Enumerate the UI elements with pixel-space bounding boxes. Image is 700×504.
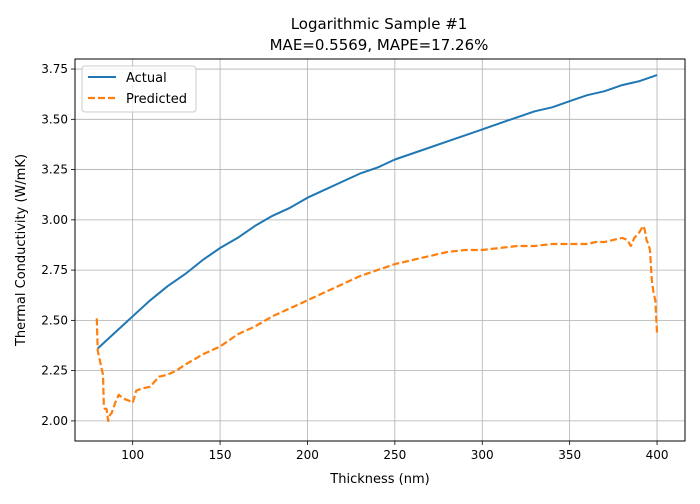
x-tick-label: 300 — [471, 448, 494, 462]
series-line-actual — [97, 74, 658, 350]
x-tick-label: 200 — [296, 448, 319, 462]
x-tick-label: 400 — [646, 448, 669, 462]
plot-frame — [74, 58, 686, 442]
y-axis-label: Thermal Conductivity (W/mK) — [14, 154, 29, 347]
series-line-predicted — [95, 224, 659, 422]
chart-title: Logarithmic Sample #1 — [291, 15, 468, 33]
x-tick-label: 350 — [558, 448, 581, 462]
y-tick-label: 2.50 — [41, 313, 68, 327]
x-tick-label: 150 — [209, 448, 232, 462]
legend: Actual Predicted — [81, 65, 197, 113]
x-tick-label: 250 — [383, 448, 406, 462]
y-tick-label: 3.00 — [41, 213, 68, 227]
y-tick-label: 2.25 — [41, 364, 68, 378]
axis-ticks: 100 150 200 250 300 350 400 2.00 2.25 2.50 2.75 3.0… — [41, 62, 668, 462]
legend-predicted-label: Predicted — [126, 92, 187, 107]
y-tick-label: 3.50 — [41, 112, 68, 126]
plot-series — [95, 74, 659, 422]
y-tick-label: 3.75 — [41, 62, 68, 76]
x-axis-label: Thickness (nm) — [329, 472, 429, 487]
y-tick-label: 3.25 — [41, 163, 68, 177]
legend-actual-label: Actual — [126, 71, 167, 86]
chart-subtitle: MAE=0.5569, MAPE=17.26% — [270, 36, 489, 54]
y-tick-label: 2.00 — [41, 414, 68, 428]
y-tick-label: 2.75 — [41, 263, 68, 277]
x-tick-label: 100 — [121, 448, 144, 462]
